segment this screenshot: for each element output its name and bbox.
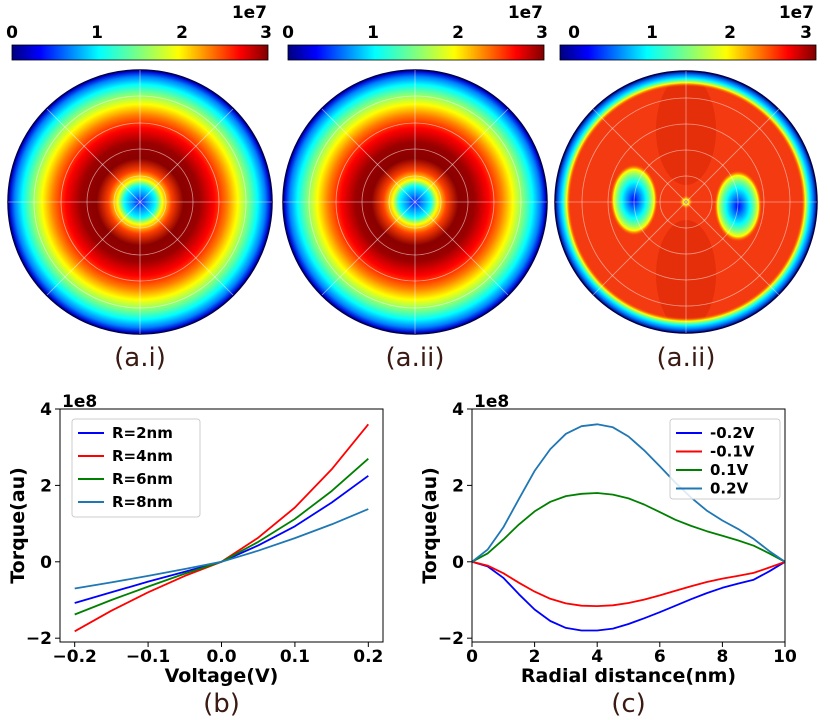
x-axis-label: Radial distance(nm) xyxy=(521,665,736,687)
legend-box xyxy=(669,418,781,500)
series-line--0.2V xyxy=(471,560,786,632)
y-axis-label: Torque(au) xyxy=(7,467,29,584)
polar-grid xyxy=(555,71,817,333)
y-tick-label: 0 xyxy=(40,553,52,573)
polar-grid xyxy=(8,70,272,334)
y-axis-exponent: 1e8 xyxy=(474,392,509,412)
y-tick-label: −2 xyxy=(26,629,52,649)
colorbar-tick-label: 3 xyxy=(260,23,272,43)
y-axis-label: Torque(au) xyxy=(419,467,441,584)
polar-grid xyxy=(283,70,547,334)
panel-caption: (a.ii) xyxy=(657,343,716,373)
plot-frame xyxy=(471,408,786,643)
x-tick-label: 10 xyxy=(773,647,797,667)
y-tick-label: 4 xyxy=(452,400,464,420)
series-line--0.1V xyxy=(471,560,786,607)
x-tick-label: 0.1 xyxy=(280,647,310,667)
panel-caption: (a.i) xyxy=(114,343,166,373)
x-tick-label: 2 xyxy=(529,647,541,667)
legend-label: -0.1V xyxy=(710,443,755,461)
polar-map-a-ii: 1e7 0 1 2 3 (a.ii) xyxy=(282,3,548,373)
torque-vs-voltage-chart: −0.2 −0.1 0.0 0.1 0.2 −2 0 2 4 1e8 Voltage(V) Torqu… xyxy=(7,392,384,719)
colorbar-tick-label: 0 xyxy=(282,23,294,43)
colorbar-tick-label: 3 xyxy=(800,23,812,43)
x-axis-label: Voltage(V) xyxy=(165,665,279,687)
legend-label: 0.2V xyxy=(710,480,749,498)
colorbar-tick-label: 1 xyxy=(367,23,379,43)
colorbar xyxy=(11,44,269,61)
legend-label: R=4nm xyxy=(112,447,173,465)
colorbar-tick-label: 2 xyxy=(724,23,736,43)
colorbar-exponent: 1e7 xyxy=(232,3,267,23)
y-tick-label: 2 xyxy=(40,476,52,496)
x-tick-label: 8 xyxy=(716,647,728,667)
colorbar-tick-label: 0 xyxy=(568,23,580,43)
x-tick-label: −0.1 xyxy=(126,647,170,667)
colorbar-tick-label: 2 xyxy=(452,23,464,43)
panel-caption: (a.ii) xyxy=(386,343,445,373)
legend-label: R=6nm xyxy=(112,470,173,488)
x-tick-label: −0.2 xyxy=(53,647,97,667)
polar-map-a-i: 1e7 0 1 2 3 (a.i) xyxy=(6,3,273,373)
y-tick-label: 0 xyxy=(452,553,464,573)
legend-box xyxy=(71,418,201,518)
x-tick-label: 6 xyxy=(654,647,666,667)
x-tick-label: 4 xyxy=(591,647,603,667)
panel-caption: (b) xyxy=(203,689,240,719)
colorbar-tick-label: 1 xyxy=(646,23,658,43)
legend-label: R=8nm xyxy=(112,493,173,511)
colorbar-tick-label: 2 xyxy=(176,23,188,43)
colorbar-tick-label: 0 xyxy=(6,23,18,43)
series-line-R=8nm xyxy=(74,508,369,590)
colorbar-exponent: 1e7 xyxy=(508,3,543,23)
series-line-0.2V xyxy=(471,423,786,563)
legend-label: R=2nm xyxy=(112,424,173,442)
y-tick-label: 4 xyxy=(40,400,52,420)
series-line-0.1V xyxy=(471,492,786,563)
y-tick-label: 2 xyxy=(452,476,464,496)
x-tick-label: 0 xyxy=(466,647,478,667)
colorbar xyxy=(559,44,817,61)
x-tick-label: 0.2 xyxy=(353,647,383,667)
colorbar-exponent: 1e7 xyxy=(779,3,814,23)
panel-caption: (c) xyxy=(611,689,646,719)
y-tick-label: −2 xyxy=(438,629,464,649)
colorbar xyxy=(287,44,545,61)
x-tick-label: 0.0 xyxy=(206,647,236,667)
polar-map-a-iii: 1e7 0 1 2 3 (a.ii) xyxy=(554,3,818,373)
legend-label: 0.1V xyxy=(710,461,749,479)
legend-label: -0.2V xyxy=(710,424,755,442)
y-axis-exponent: 1e8 xyxy=(62,392,97,412)
colorbar-tick-label: 3 xyxy=(536,23,548,43)
colorbar-tick-label: 1 xyxy=(91,23,103,43)
